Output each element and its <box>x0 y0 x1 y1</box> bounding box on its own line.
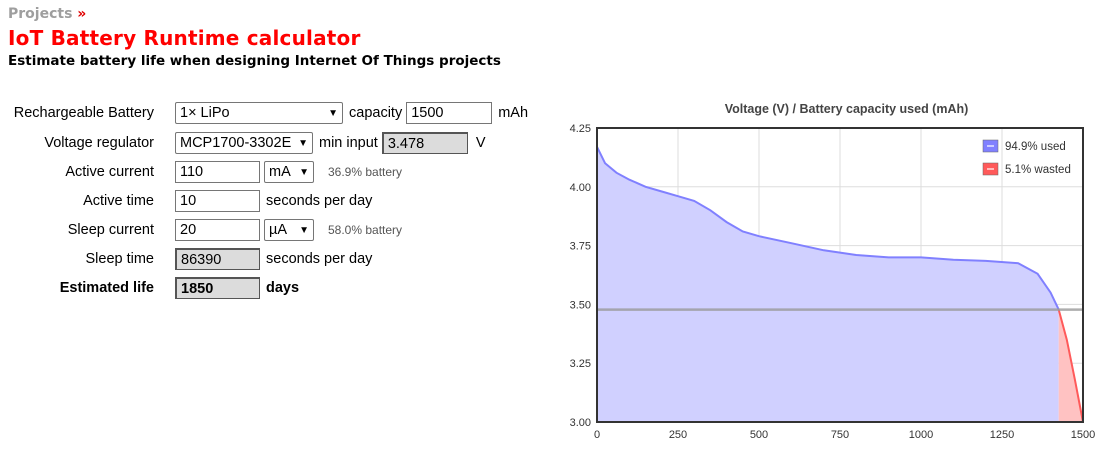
active-time-unit: seconds per day <box>266 193 373 209</box>
sleep-current-unit-select[interactable]: µA ▼ <box>264 219 314 241</box>
capacity-unit: mAh <box>498 105 529 121</box>
sleep-time-row: Sleep time 86390 seconds per day <box>0 248 560 272</box>
active-current-input[interactable]: 110 <box>175 161 260 183</box>
breadcrumb-projects-link[interactable]: Projects <box>8 6 73 22</box>
min-input-label: min input <box>319 135 378 151</box>
y-tick-label: 3.00 <box>570 417 591 429</box>
used-area <box>597 146 1059 423</box>
battery-label: Rechargeable Battery <box>13 105 154 121</box>
y-tick-label: 3.50 <box>570 299 591 311</box>
x-tick-label: 750 <box>831 429 849 441</box>
legend-label: 94.9% used <box>1005 141 1066 153</box>
active-current-value: 110 <box>180 164 204 180</box>
chart-svg: 0 250 500 750 1000 1250 1500 3.00 3.25 3.50 3.75 4.… <box>570 123 1096 441</box>
active-current-note: 36.9% battery <box>328 165 403 179</box>
plot-frame <box>596 127 1084 423</box>
sleep-time-unit: seconds per day <box>266 251 373 267</box>
sleep-current-unit: µA <box>269 222 288 238</box>
active-current-label: Active current <box>65 164 154 180</box>
sleep-current-value: 20 <box>180 222 197 238</box>
battery-select-value: 1× LiPo <box>180 105 230 121</box>
regulator-label: Voltage regulator <box>44 135 154 151</box>
active-current-unit: mA <box>269 164 291 180</box>
regulator-select[interactable]: MCP1700-3302E ▼ <box>175 132 313 154</box>
active-current-unit-select[interactable]: mA ▼ <box>264 161 314 183</box>
sleep-current-note: 58.0% battery <box>328 223 403 237</box>
sleep-time-label: Sleep time <box>85 251 154 267</box>
battery-select[interactable]: 1× LiPo ▼ <box>175 102 343 124</box>
voltage-chart: Voltage (V) / Battery capacity used (mAh… <box>555 95 1105 468</box>
regulator-row: Voltage regulator MCP1700-3302E ▼ min in… <box>0 132 560 156</box>
sleep-current-input[interactable]: 20 <box>175 219 260 241</box>
x-tick-label: 500 <box>750 429 768 441</box>
wasted-series-line <box>1057 309 1084 423</box>
y-tick-label: 4.25 <box>570 123 591 135</box>
active-time-label: Active time <box>83 193 154 209</box>
capacity-input[interactable]: 1500 <box>406 102 493 124</box>
chevron-down-icon: ▼ <box>298 137 308 149</box>
page-title: IoT Battery Runtime calculator <box>8 26 361 50</box>
x-tick-label: 250 <box>669 429 687 441</box>
sleep-time-value: 86390 <box>181 251 222 268</box>
capacity-value: 1500 <box>411 105 444 121</box>
page-subtitle: Estimate battery life when designing Int… <box>8 53 501 69</box>
active-time-input[interactable]: 10 <box>175 190 260 212</box>
breadcrumb-separator: » <box>77 6 87 22</box>
capacity-label: capacity <box>349 105 403 121</box>
min-input-unit: V <box>475 135 486 151</box>
chevron-down-icon: ▼ <box>299 224 309 236</box>
estimated-life-row: Estimated life 1850 days <box>0 277 560 301</box>
battery-row: Rechargeable Battery 1× LiPo ▼ capacity … <box>0 102 560 126</box>
x-tick-label: 1250 <box>990 429 1014 441</box>
active-current-row: Active current 110 mA ▼ 36.9% battery <box>0 161 560 185</box>
y-tick-label: 3.25 <box>570 358 591 370</box>
min-input-value: 3.478 <box>387 135 425 152</box>
x-tick-label: 1000 <box>909 429 933 441</box>
x-tick-label: 0 <box>594 429 600 441</box>
legend-label: 5.1% wasted <box>1005 164 1071 176</box>
sleep-current-row: Sleep current 20 µA ▼ 58.0% battery <box>0 219 560 243</box>
chevron-down-icon: ▼ <box>328 107 338 119</box>
x-tick-label: 1500 <box>1071 429 1095 441</box>
regulator-select-value: MCP1700-3302E <box>180 135 292 151</box>
chevron-down-icon: ▼ <box>299 166 309 178</box>
sleep-time-field: 86390 <box>175 248 260 270</box>
estimated-life-field: 1850 <box>175 277 260 299</box>
sleep-current-label: Sleep current <box>67 222 154 238</box>
breadcrumb: Projects » <box>8 6 86 22</box>
y-tick-label: 4.00 <box>570 182 591 194</box>
active-time-value: 10 <box>180 193 197 209</box>
active-time-row: Active time 10 seconds per day <box>0 190 560 214</box>
min-input-field: 3.478 <box>381 132 468 154</box>
estimated-life-value: 1850 <box>181 280 214 297</box>
estimated-life-label: Estimated life <box>59 280 154 296</box>
estimated-life-unit: days <box>266 280 300 296</box>
y-tick-label: 3.75 <box>570 241 591 253</box>
used-series-line <box>596 146 1060 311</box>
chart-title: Voltage (V) / Battery capacity used (mAh… <box>724 102 969 116</box>
